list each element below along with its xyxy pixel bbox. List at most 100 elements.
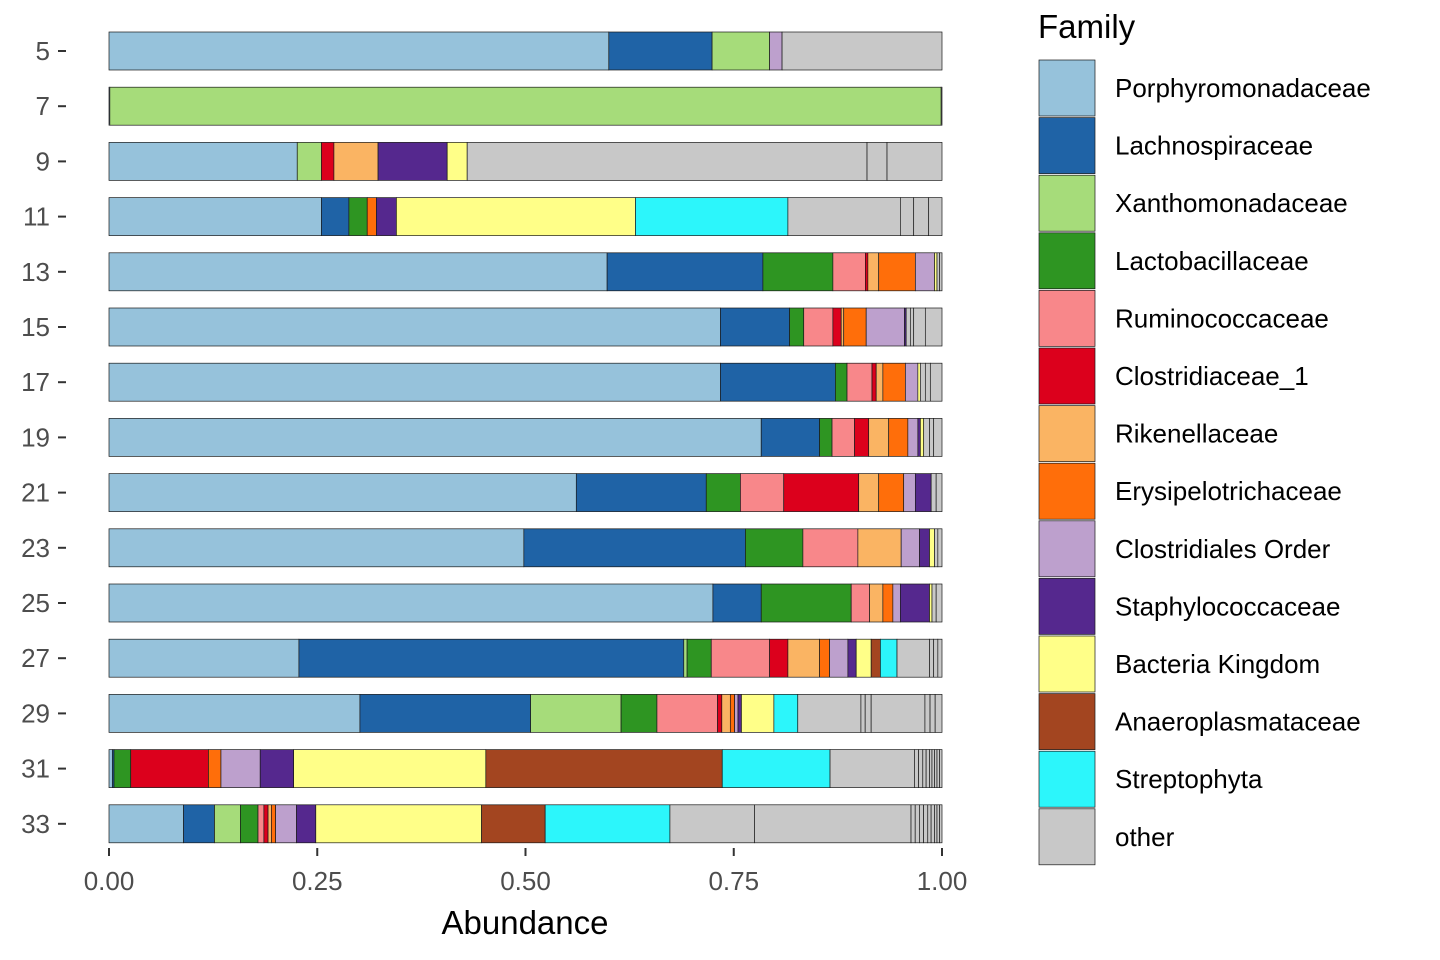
bar-segment-ruminococcaceae: [656, 694, 718, 733]
bar-row-21: [108, 473, 943, 512]
legend-key: [1038, 635, 1096, 693]
legend-key: [1038, 578, 1096, 635]
bar-segment-other: [781, 31, 943, 71]
bar-segment-rikenellaceae: [858, 473, 880, 512]
bar-segment-rikenellaceae: [869, 583, 884, 623]
bar-segment-porphyromonadaceae: [108, 638, 300, 678]
legend-key: [1038, 347, 1096, 405]
bar-segment-rikenellaceae: [333, 142, 379, 181]
legend-item: other: [1038, 808, 1175, 866]
y-tick-label: 7: [36, 91, 50, 121]
y-tick-label: 29: [21, 698, 50, 728]
bar-segment-rikenellaceae: [875, 362, 884, 402]
bar-segment-other: [913, 307, 926, 347]
bar-segment-clostridiaceae-1: [717, 694, 723, 733]
bar-segment-ruminococcaceae: [803, 307, 834, 347]
legend-item: Xanthomonadaceae: [1038, 174, 1348, 232]
y-tick-label: 11: [23, 202, 50, 232]
legend-item: Streptophyta: [1038, 750, 1263, 808]
bar-segment-other: [866, 142, 888, 181]
x-tick-label: 0.75: [708, 866, 759, 896]
legend-item: Staphylococcaceae: [1038, 578, 1340, 635]
bar-segment-clostridiaceae-1: [783, 473, 860, 512]
bar-segment-other: [936, 749, 940, 788]
bar-segment-other: [914, 804, 920, 844]
bar-segment-ruminococcaceae: [257, 804, 265, 844]
bar-segment-porphyromonadaceae: [108, 252, 608, 292]
bar-segment-clostridiales-order: [220, 749, 261, 788]
bar-segment-lactobacillaceae: [835, 362, 848, 402]
bar-segment-staphylococcaceae: [847, 638, 857, 678]
bar-segment-clostridiales-order: [734, 694, 739, 733]
bar-segment-bacteria-kingdom: [919, 418, 925, 457]
bar-segment-streptophyta: [544, 804, 671, 844]
bar-segment-staphylococcaceae: [296, 804, 317, 844]
bar-row-19: [108, 418, 943, 457]
bar-row-7: [108, 86, 943, 126]
bar-segment-lactobacillaceae: [819, 418, 833, 457]
bar-segment-porphyromonadaceae: [108, 749, 113, 788]
bar-segment-other: [860, 694, 866, 733]
bar-row-15: [108, 307, 943, 347]
bar-segment-other: [913, 197, 930, 236]
bar-segment-other: [929, 418, 935, 457]
bar-segment-erysipelotrichaceae: [882, 362, 906, 402]
bar-segment-ruminococcaceae: [846, 362, 873, 402]
bar-segment-xanthomonadaceae: [296, 142, 322, 181]
bar-segment-ruminococcaceae: [832, 252, 866, 292]
x-axis: Abundance 0.00 0.25 0.50 0.75 1.00: [84, 848, 967, 941]
bar-segment-other: [940, 86, 943, 126]
bar-segment-other: [909, 307, 915, 347]
bar-segment-xanthomonadaceae: [683, 638, 688, 678]
bar-segment-erysipelotrichaceae: [729, 694, 735, 733]
bar-segment-staphylococcaceae: [377, 142, 448, 181]
legend-label: Clostridiaceae_1: [1115, 361, 1309, 391]
y-tick-label: 15: [21, 312, 50, 342]
legend-key: [1038, 290, 1096, 347]
bar-segment-porphyromonadaceae: [108, 694, 361, 733]
bar-row-29: [108, 694, 943, 733]
bar-segment-porphyromonadaceae: [108, 142, 298, 181]
bar-segment-porphyromonadaceae: [108, 583, 714, 623]
legend-label: Rikenellaceae: [1115, 419, 1278, 449]
bar-segment-other: [936, 252, 940, 292]
y-tick-label: 5: [36, 36, 50, 66]
bars-layer: [108, 31, 943, 844]
bar-segment-other: [914, 749, 919, 788]
bar-segment-other: [937, 638, 943, 678]
bar-segment-bacteria-kingdom: [446, 142, 468, 181]
bar-segment-bacteria-kingdom: [934, 252, 938, 292]
legend-item: Lactobacillaceae: [1038, 232, 1309, 290]
bar-segment-xanthomonadaceae: [530, 694, 622, 733]
legend-item: Clostridiaceae_1: [1038, 347, 1309, 405]
bar-segment-porphyromonadaceae: [108, 804, 184, 844]
bar-segment-xanthomonadaceae: [711, 31, 770, 71]
bar-segment-other: [939, 804, 943, 844]
bar-segment-porphyromonadaceae: [108, 473, 577, 512]
bar-segment-bacteria-kingdom: [929, 583, 933, 623]
x-tick-label: 0.50: [500, 866, 551, 896]
bar-segment-other: [928, 197, 943, 236]
bar-segment-clostridiaceae-1: [854, 418, 870, 457]
bar-segment-rikenellaceae: [787, 638, 820, 678]
bar-segment-anaeroplasmataceae: [870, 638, 881, 678]
bar-segment-other: [925, 749, 930, 788]
bar-segment-other: [886, 142, 943, 181]
bar-segment-other: [669, 804, 755, 844]
bar-segment-staphylococcaceae: [376, 197, 397, 236]
bar-segment-streptophyta: [635, 197, 789, 236]
bar-segment-erysipelotrichaceae: [888, 418, 909, 457]
bar-segment-staphylococcaceae: [259, 749, 294, 788]
bar-segment-ruminococcaceae: [802, 528, 859, 568]
bar-segment-other: [931, 749, 935, 788]
legend-label: Porphyromonadaceae: [1115, 73, 1371, 103]
bar-segment-staphylococcaceae: [899, 583, 930, 623]
bar-segment-other: [934, 749, 938, 788]
bar-segment-other: [899, 197, 915, 236]
bar-segment-other: [931, 583, 937, 623]
bar-segment-lachnospiraceae: [760, 418, 820, 457]
bar-segment-other: [919, 804, 924, 844]
legend-key: [1038, 174, 1096, 232]
x-tick-label: 0.00: [84, 866, 135, 896]
bar-segment-rikenellaceae: [868, 418, 890, 457]
